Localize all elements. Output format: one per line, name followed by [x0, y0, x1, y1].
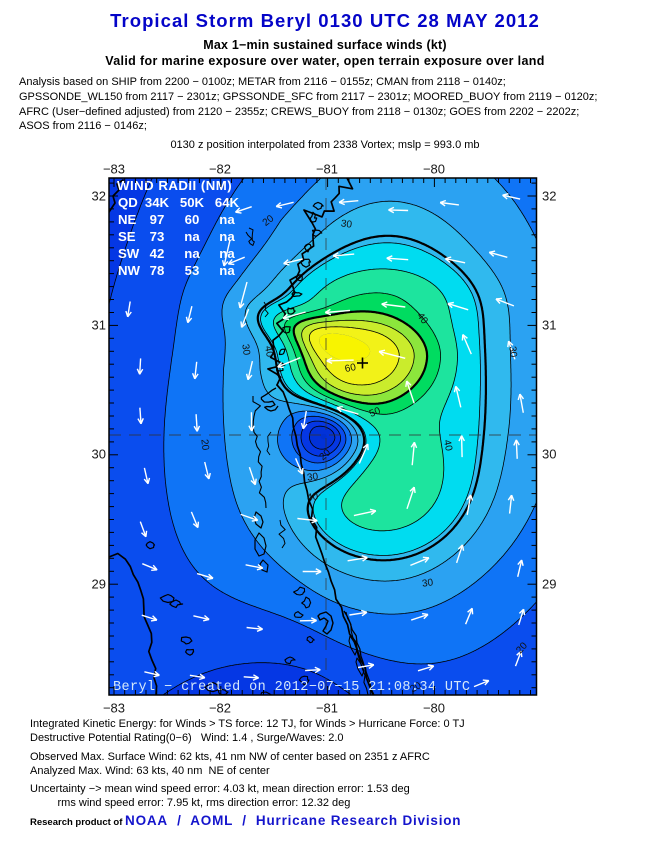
svg-text:73: 73: [150, 229, 165, 244]
svg-text:53: 53: [185, 263, 200, 278]
svg-text:30: 30: [340, 218, 353, 231]
svg-text:20: 20: [198, 439, 210, 452]
svg-text:97: 97: [150, 212, 165, 227]
svg-text:na: na: [219, 229, 235, 244]
svg-text:78: 78: [150, 263, 165, 278]
svg-text:SE: SE: [118, 229, 136, 244]
svg-text:WIND RADII (NM): WIND RADII (NM): [117, 178, 232, 193]
svg-text:na: na: [184, 246, 200, 261]
svg-text:na: na: [184, 229, 200, 244]
svg-text:SW: SW: [118, 246, 140, 261]
svg-text:30: 30: [506, 346, 518, 359]
svg-text:QD: QD: [118, 195, 138, 210]
svg-text:20: 20: [408, 680, 423, 695]
svg-text:NW: NW: [118, 263, 141, 278]
svg-text:na: na: [219, 246, 235, 261]
svg-text:42: 42: [150, 246, 165, 261]
svg-text:64K: 64K: [215, 195, 240, 210]
svg-text:30: 30: [421, 577, 434, 590]
svg-text:NE: NE: [118, 212, 137, 227]
svg-text:30: 30: [239, 343, 252, 356]
svg-text:30: 30: [306, 471, 319, 484]
svg-text:40: 40: [262, 345, 275, 358]
svg-text:Beryl − created on 2012−07−15: Beryl − created on 2012−07−15 21:08:34 U…: [113, 680, 470, 695]
svg-text:40: 40: [306, 491, 319, 504]
svg-text:na: na: [219, 212, 235, 227]
svg-text:50: 50: [368, 405, 383, 420]
svg-text:60: 60: [185, 212, 200, 227]
svg-text:50K: 50K: [180, 195, 205, 210]
svg-text:60: 60: [344, 362, 358, 375]
svg-text:40: 40: [441, 439, 454, 453]
svg-text:na: na: [219, 263, 235, 278]
svg-text:34K: 34K: [145, 195, 170, 210]
